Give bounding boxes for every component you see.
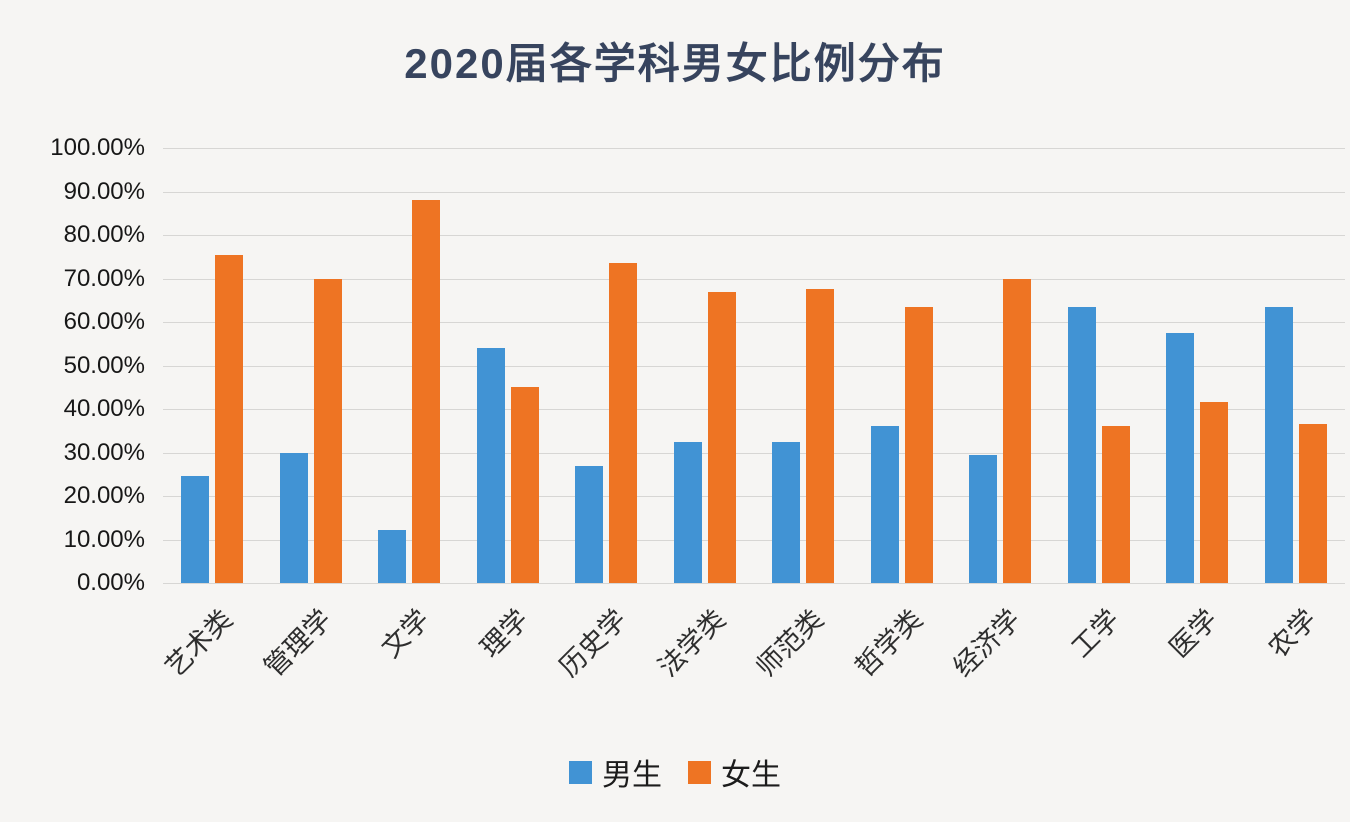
bar-group [951, 148, 1050, 583]
x-axis-label: 文学 [376, 603, 436, 664]
bar-groups [163, 148, 1345, 583]
y-tick-label: 60.00% [63, 308, 145, 335]
x-axis-cell: 经济学 [948, 583, 1050, 713]
gridline [163, 496, 1345, 497]
bar-female [510, 387, 539, 583]
y-tick-label: 0.00% [76, 569, 145, 596]
gridline [163, 365, 1345, 367]
x-axis-label: 管理学 [258, 603, 337, 683]
y-axis: 100.00% 90.00% 80.00% 70.00% 60.00% 50.00% 40.… [0, 134, 155, 596]
x-axis-cell: 师范类 [751, 583, 853, 713]
bar-group [1247, 148, 1346, 583]
x-axis-label: 农学 [1262, 603, 1322, 664]
bar-female [313, 278, 342, 583]
bar-group [262, 148, 361, 583]
y-tick-label: 10.00% [63, 525, 145, 553]
bar-female [609, 263, 638, 583]
gridline [163, 278, 1345, 280]
bar-male [772, 441, 801, 583]
x-axis-cell: 理学 [459, 583, 558, 713]
bar-female [806, 289, 835, 583]
x-axis-label: 师范类 [750, 603, 830, 683]
x-axis-label: 工学 [1065, 603, 1125, 664]
x-axis-label: 艺术类 [159, 603, 239, 683]
bar-group [459, 148, 558, 583]
bar-male [1166, 332, 1195, 583]
x-axis-cell: 医学 [1148, 583, 1247, 713]
bar-group [360, 148, 459, 583]
bar-male [1067, 306, 1096, 583]
gridline [163, 583, 1345, 584]
bar-male [870, 426, 899, 583]
x-axis-cell: 管理学 [258, 583, 361, 713]
x-axis-cell: 农学 [1247, 583, 1346, 713]
gridline [163, 539, 1345, 541]
x-axis-cell: 艺术类 [160, 583, 262, 713]
bar-male [575, 465, 604, 583]
bar-male [1264, 306, 1293, 583]
bar-group [1148, 148, 1247, 583]
chart-title: 2020届各学科男女比例分布 [404, 40, 946, 87]
legend-label-male: 男生 [602, 759, 662, 792]
legend: 男生 女生 [0, 750, 1350, 794]
bar-group [1050, 148, 1149, 583]
bar-female [707, 291, 736, 583]
x-axis-cell: 历史学 [554, 583, 656, 713]
x-axis-cell: 法学类 [652, 583, 755, 713]
bar-female [215, 254, 244, 583]
x-axis-label: 经济学 [947, 603, 1027, 683]
bar-male [378, 529, 407, 583]
legend-swatch-female [688, 760, 711, 784]
bar-group [557, 148, 656, 583]
bar-female [904, 306, 933, 583]
bar-group [163, 148, 262, 583]
bar-female [1101, 426, 1130, 583]
gridline [163, 409, 1345, 410]
x-axis-label: 理学 [474, 603, 534, 664]
gridline [163, 148, 1345, 149]
gridline [163, 322, 1345, 323]
bar-male [673, 441, 702, 583]
y-tick-label: 30.00% [63, 438, 145, 466]
bar-female [1200, 402, 1229, 583]
legend-item-male: 男生 [569, 750, 662, 794]
bar-male [279, 452, 308, 583]
gridlines [163, 148, 1345, 584]
y-tick-label: 40.00% [63, 395, 145, 422]
bar-group [853, 148, 952, 583]
gridline [163, 452, 1345, 454]
bar-male [969, 454, 998, 583]
x-axis-label: 医学 [1164, 603, 1224, 664]
x-axis-cell: 工学 [1050, 583, 1149, 713]
x-axis-label: 哲学类 [849, 603, 928, 683]
y-tick-label: 80.00% [63, 221, 145, 248]
legend-item-female: 女生 [688, 750, 781, 794]
bar-male [476, 348, 505, 583]
x-axis: 艺术类 管理学 文学 理学 历史学 法学类 师范类 哲学类 经济学 工学 医学 农学 [160, 583, 1346, 713]
bar-group [656, 148, 755, 583]
x-axis-label: 历史学 [553, 603, 633, 683]
x-axis-cell: 哲学类 [849, 583, 952, 713]
y-tick-label: 100.00% [50, 134, 145, 161]
y-tick-label: 20.00% [63, 482, 145, 509]
bar-female [412, 200, 441, 583]
bar-group [754, 148, 853, 583]
x-axis-cell: 文学 [360, 583, 459, 713]
legend-swatch-male [569, 760, 592, 784]
bar-female [1298, 424, 1327, 583]
plot-area [163, 148, 1345, 584]
y-tick-label: 70.00% [63, 264, 145, 292]
gridline [163, 191, 1345, 193]
x-axis-label: 法学类 [652, 603, 731, 683]
gridline [163, 235, 1345, 236]
legend-label-female: 女生 [721, 759, 781, 792]
y-tick-label: 50.00% [63, 351, 145, 379]
y-tick-label: 90.00% [63, 177, 145, 205]
bar-female [1003, 278, 1032, 583]
bar-male [181, 476, 210, 583]
